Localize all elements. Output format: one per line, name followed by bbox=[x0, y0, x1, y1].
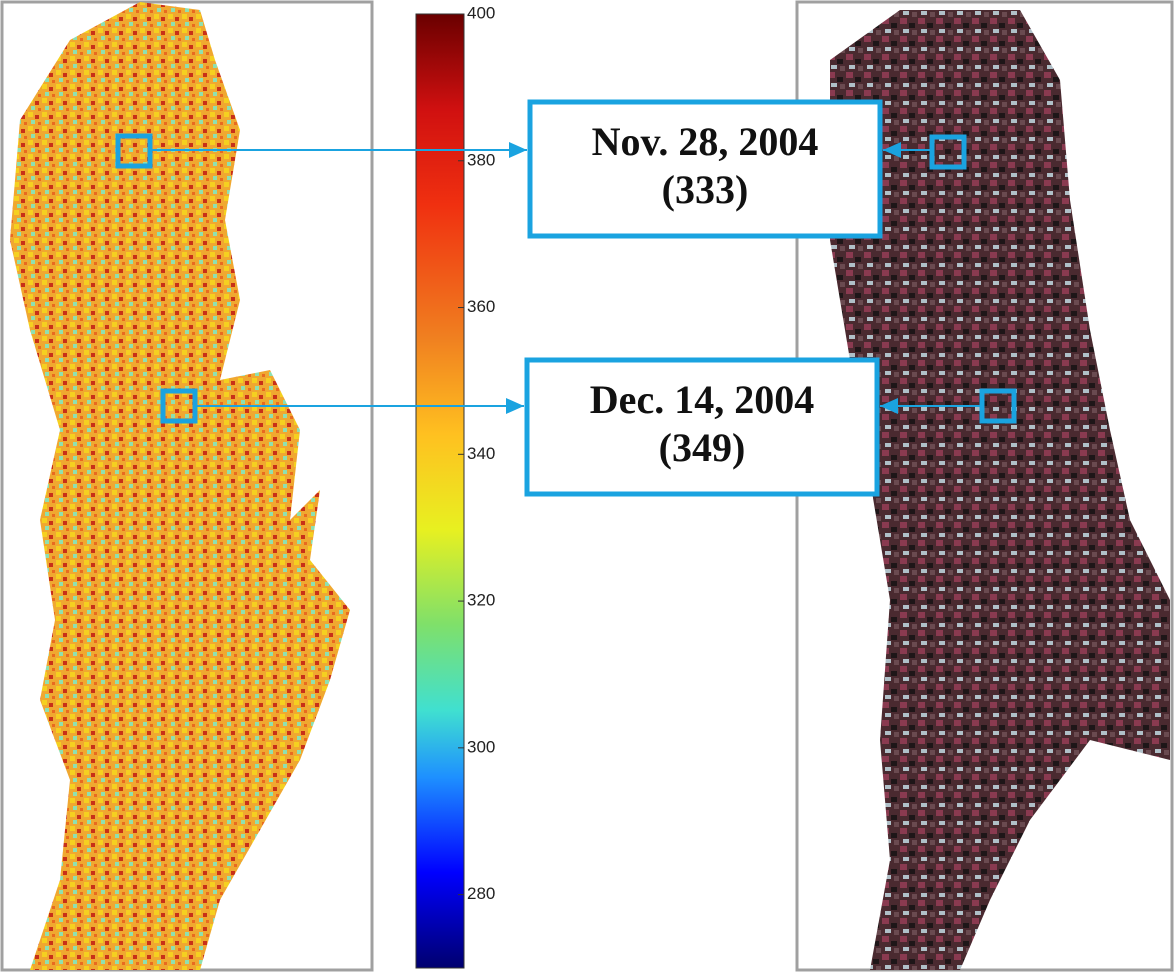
tick-label: 380 bbox=[467, 150, 495, 169]
annotation-day: (349) bbox=[659, 425, 746, 470]
tick-label: 360 bbox=[467, 297, 495, 316]
tick-label: 280 bbox=[467, 884, 495, 903]
colorbar bbox=[416, 14, 464, 968]
annotation-day: (333) bbox=[662, 167, 749, 212]
annotation-date: Dec. 14, 2004 bbox=[590, 377, 814, 422]
figure: 280 300 320 340 360 380 400 Nov. 28, 2004 (333… bbox=[0, 0, 1175, 973]
annotation-date: Nov. 28, 2004 bbox=[592, 119, 819, 164]
tick-label: 400 bbox=[467, 3, 495, 22]
tick-label: 320 bbox=[467, 591, 495, 610]
tick-label: 300 bbox=[467, 737, 495, 756]
page: 280 300 320 340 360 380 400 Nov. 28, 2004 (333… bbox=[0, 0, 1175, 973]
tick-label: 340 bbox=[467, 444, 495, 463]
